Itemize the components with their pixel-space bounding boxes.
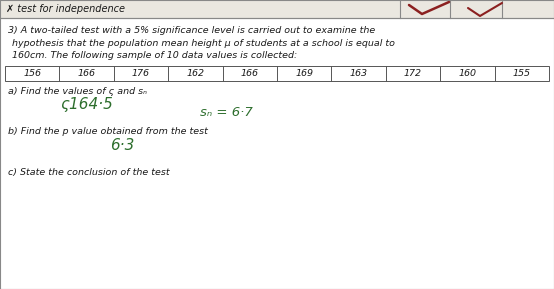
Text: 162: 162 <box>186 68 204 77</box>
Text: 166: 166 <box>78 68 96 77</box>
Text: sₙ = 6·7: sₙ = 6·7 <box>200 105 253 118</box>
Text: 3) A two-tailed test with a 5% significance level is carried out to examine the: 3) A two-tailed test with a 5% significa… <box>8 26 375 35</box>
Text: ✗ test for independence: ✗ test for independence <box>6 4 125 14</box>
Text: 6·3: 6·3 <box>110 138 135 153</box>
Text: 156: 156 <box>23 68 41 77</box>
Text: 163: 163 <box>350 68 368 77</box>
Text: 160: 160 <box>458 68 476 77</box>
Text: c) State the conclusion of the test: c) State the conclusion of the test <box>8 168 170 177</box>
Text: hypothesis that the population mean height μ of students at a school is equal to: hypothesis that the population mean heig… <box>12 38 395 47</box>
Text: 169: 169 <box>295 68 313 77</box>
Text: 176: 176 <box>132 68 150 77</box>
Text: 155: 155 <box>513 68 531 77</box>
Text: 172: 172 <box>404 68 422 77</box>
Text: b) Find the p value obtained from the test: b) Find the p value obtained from the te… <box>8 127 208 136</box>
Text: ς164·5: ς164·5 <box>60 97 113 112</box>
Bar <box>5 66 549 81</box>
Text: 166: 166 <box>241 68 259 77</box>
Bar <box>0 0 554 18</box>
Text: a) Find the values of ς and sₙ: a) Find the values of ς and sₙ <box>8 86 147 95</box>
Text: 160cm. The following sample of 10 data values is collected:: 160cm. The following sample of 10 data v… <box>12 51 297 60</box>
